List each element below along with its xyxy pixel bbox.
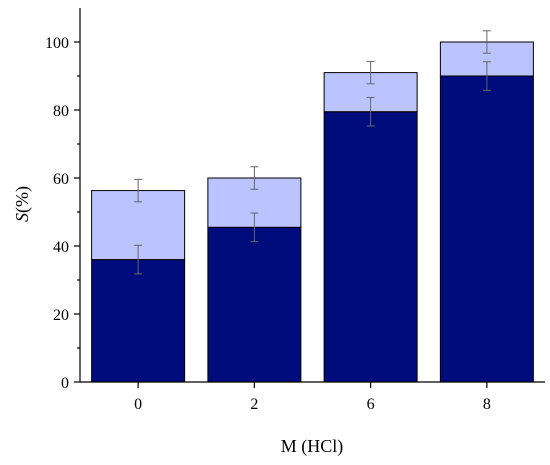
y-tick-label-60: 60 [53,171,69,188]
y-tick-label-0: 0 [61,375,69,392]
y-tick-label-100: 100 [45,35,69,52]
y-axis-title-symbol: S [12,213,32,222]
error-bar-series1-6 [366,96,375,127]
x-tick-label-8: 8 [483,396,491,413]
error-bar-series2-6 [366,60,375,85]
x-tick-label-0: 0 [134,396,142,413]
error-bar-series1-0 [134,244,143,275]
error-bars-group [134,30,491,275]
error-bar-series2-2 [250,166,259,190]
y-tick-label-80: 80 [53,103,69,120]
y-axis-title: S(%) [12,186,33,222]
error-bar-series1-8 [482,61,491,91]
y-tick-label-20: 20 [53,307,69,324]
error-bar-series1-2 [250,212,259,243]
y-axis-title-unit: (%) [12,186,33,213]
bar-series1-0 [91,259,186,383]
error-bar-series2-0 [134,178,143,203]
bar-series1-6 [323,111,418,383]
x-ticks-group: 0 2 6 8 [134,382,491,413]
bar-series1-8 [439,75,534,383]
error-bar-series2-8 [482,30,491,54]
y-ticks-group: 0 20 40 60 80 100 [45,35,80,392]
x-axis-title: M (HCl) [281,436,344,457]
bar-series1-2 [207,226,302,383]
axes-group [79,8,545,383]
y-tick-label-40: 40 [53,239,69,256]
bars-group [91,41,534,383]
x-tick-label-6: 6 [367,396,375,413]
x-tick-label-2: 2 [250,396,258,413]
